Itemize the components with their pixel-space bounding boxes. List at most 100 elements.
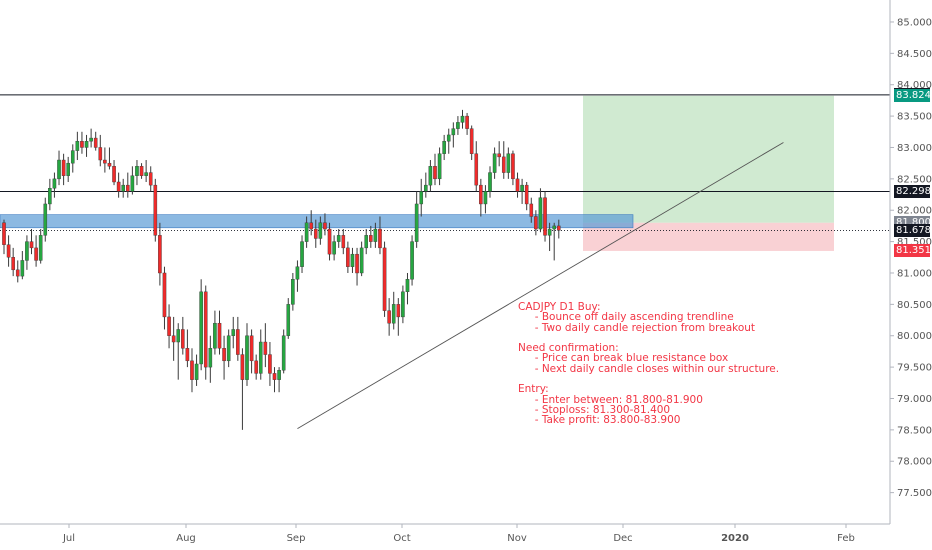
candle-body (249, 335, 254, 362)
level-badge-82298: 82.298 (894, 185, 931, 199)
candle-body (373, 228, 378, 242)
time-tick-label: Feb (837, 533, 855, 544)
candle-body (382, 247, 387, 311)
candle-body (369, 235, 373, 242)
candle-body (103, 159, 107, 164)
candle-body (396, 304, 401, 318)
candle-body (213, 322, 217, 349)
candle-body (98, 147, 103, 161)
candle-body (424, 184, 428, 192)
candle-body (20, 260, 25, 277)
candle-body (167, 316, 171, 336)
candle-body (61, 159, 66, 176)
candle-body (286, 304, 291, 336)
candle-body (414, 203, 419, 242)
candle-body (240, 354, 245, 380)
candle-body (130, 175, 135, 192)
price-tick-label: 84.000 (897, 80, 932, 91)
price-tick-label: 81.500 (897, 237, 932, 248)
candle-body (80, 140, 84, 148)
price-tick-label: 79.000 (897, 394, 932, 405)
candle-body (446, 134, 451, 142)
candle-body (410, 241, 414, 280)
candle-body (277, 370, 281, 380)
candle-body (125, 184, 130, 192)
candle-body (483, 191, 488, 205)
candle-body (538, 197, 543, 230)
candle-body (492, 153, 497, 173)
candle-body (428, 166, 433, 186)
candle-body (107, 162, 112, 167)
candle-body (57, 159, 61, 180)
price-tick-label: 80.000 (897, 331, 932, 342)
candle-body (318, 222, 323, 239)
candle-body (391, 304, 396, 324)
plot-area[interactable] (0, 0, 890, 524)
price-tick-label: 80.500 (897, 300, 932, 311)
candle-body (84, 140, 89, 148)
ascending-trendline[interactable] (297, 142, 784, 430)
candle-body (93, 137, 98, 148)
candle-body (268, 354, 272, 374)
annotation-line: Entry: (518, 383, 549, 396)
candle-body (203, 291, 208, 368)
candle-body (401, 291, 405, 318)
candle-body (359, 247, 364, 274)
candle-body (552, 225, 556, 230)
candle-body (327, 228, 332, 255)
candle-body (556, 225, 561, 231)
take-profit-zone[interactable] (583, 95, 834, 223)
candle-body (341, 235, 346, 249)
candle-body (437, 153, 442, 180)
candle-body (263, 341, 268, 355)
candle-body (15, 269, 20, 277)
candle-body (2, 222, 6, 245)
candle-body (25, 241, 29, 261)
candle-body (442, 140, 446, 154)
candle-body (355, 253, 359, 274)
annotation-line: CADJPY D1 Buy: (518, 301, 601, 313)
candle-body (112, 166, 116, 183)
time-axis[interactable]: Jul Aug Sep Oct Nov Dec 2020 Feb (62, 524, 855, 544)
candle-body (346, 247, 350, 267)
candle-body (190, 360, 194, 380)
candle-body (254, 360, 258, 374)
time-tick-label: 2020 (721, 533, 749, 544)
candle-body (506, 153, 511, 173)
candle-body (529, 203, 534, 217)
candle-body (479, 184, 483, 205)
candle-body (281, 335, 286, 371)
price-tick-label: 82.000 (897, 206, 932, 217)
price-tick-label: 81.000 (897, 268, 932, 279)
candle-body (121, 184, 126, 192)
candle-body (313, 228, 318, 239)
candle-body (89, 137, 93, 142)
candle-body (497, 153, 501, 158)
annotation-line (518, 374, 779, 384)
candle-body (323, 222, 327, 230)
candle-body (524, 184, 529, 205)
time-tick-label: Oct (393, 533, 410, 544)
candle-body (520, 184, 524, 192)
price-axis[interactable]: 85.000 84.500 84.000 83.500 83.000 82.500 82.0… (890, 17, 932, 499)
candle-body (11, 257, 15, 271)
price-tick-label: 78.500 (897, 425, 932, 436)
candle-body (387, 310, 391, 324)
price-tick-label: 83.500 (897, 112, 932, 123)
candle-body (300, 241, 304, 267)
annotation-line: - Next daily candle closes within our st… (518, 362, 780, 375)
trendline-layer[interactable] (297, 142, 784, 430)
candle-body (336, 235, 341, 242)
candle-body (332, 241, 336, 255)
trade-annotation[interactable]: CADJPY D1 Buy: - Bounce off daily ascend… (518, 302, 779, 426)
candle-body (515, 178, 520, 192)
candle-body (6, 244, 11, 258)
candle-body (208, 348, 213, 368)
candle-body (405, 279, 410, 293)
price-tick-label: 78.000 (897, 457, 932, 468)
candle-body (75, 140, 80, 151)
candle-body (52, 178, 57, 189)
resistance-box[interactable] (0, 214, 634, 229)
candle-body (185, 348, 190, 362)
